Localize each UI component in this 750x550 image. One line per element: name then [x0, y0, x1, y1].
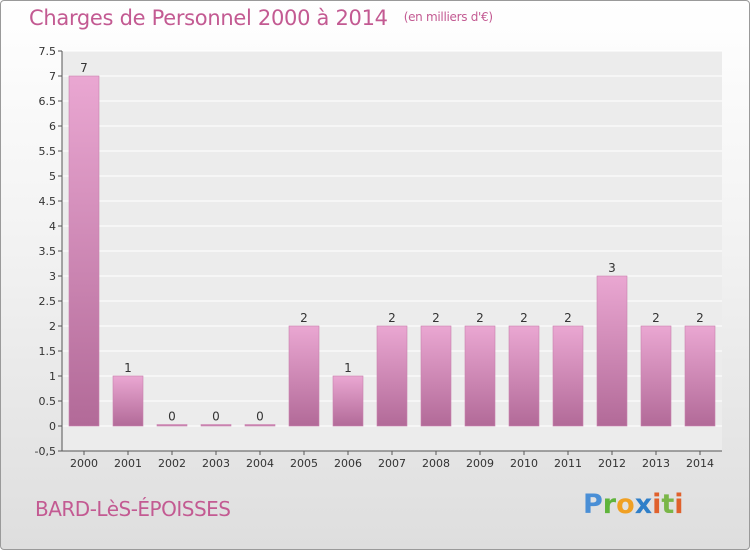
bar-value-label: 2: [564, 311, 572, 325]
bar: [640, 325, 672, 427]
x-tick-label: 2013: [642, 457, 670, 470]
x-tick-label: 2014: [686, 457, 714, 470]
bar: [376, 325, 408, 427]
x-tick-label: 2003: [202, 457, 230, 470]
x-tick-label: 2004: [246, 457, 274, 470]
bar: [684, 325, 716, 427]
x-tick-label: 2001: [114, 457, 142, 470]
bar-value-label: 2: [432, 311, 440, 325]
y-tick-label: -0,5: [35, 445, 56, 458]
x-tick-label: 2006: [334, 457, 362, 470]
bar-value-label: 2: [696, 311, 704, 325]
bar: [244, 424, 276, 427]
y-tick-label: 7.5: [39, 45, 57, 58]
bar-value-label: 2: [300, 311, 308, 325]
y-tick-label: 5.5: [39, 145, 57, 158]
bar-value-label: 3: [608, 261, 616, 275]
unit-text: (en milliers d'€): [403, 10, 493, 24]
y-tick-label: 6.5: [39, 95, 57, 108]
chart-title: Charges de Personnel 2000 à 2014 (en mill…: [29, 6, 493, 30]
bar: [464, 325, 496, 427]
bar-value-label: 2: [476, 311, 484, 325]
bar-value-label: 2: [388, 311, 396, 325]
y-tick-label: 1: [49, 370, 56, 383]
x-tick-label: 2009: [466, 457, 494, 470]
bar-value-label: 1: [344, 361, 352, 375]
x-tick-label: 2011: [554, 457, 582, 470]
y-tick-label: 4.5: [39, 195, 57, 208]
x-tick-label: 2007: [378, 457, 406, 470]
bar-value-label: 0: [168, 410, 176, 424]
y-tick-label: 4: [49, 220, 56, 233]
bar-value-label: 2: [520, 311, 528, 325]
bar: [552, 325, 584, 427]
bar: [332, 375, 364, 427]
x-tick-label: 2012: [598, 457, 626, 470]
x-tick-label: 2010: [510, 457, 538, 470]
bar: [596, 275, 628, 427]
y-tick-label: 0.5: [39, 395, 57, 408]
bar-value-label: 2: [652, 311, 660, 325]
y-tick-label: 2: [49, 320, 56, 333]
x-tick-label: 2002: [158, 457, 186, 470]
bar: [200, 424, 232, 427]
bar: [68, 75, 100, 427]
y-tick-label: 3.5: [39, 245, 57, 258]
x-tick-label: 2005: [290, 457, 318, 470]
bar-value-label: 0: [256, 410, 264, 424]
bar: [420, 325, 452, 427]
x-tick-label: 2008: [422, 457, 450, 470]
y-tick-label: 1.5: [39, 345, 57, 358]
proxiti-logo: Proxiti: [583, 489, 684, 520]
bar: [156, 424, 188, 427]
bar-value-label: 7: [80, 61, 88, 75]
commune-name: BARD-LèS-ÉPOISSES: [35, 497, 231, 521]
bar-value-label: 0: [212, 410, 220, 424]
bar-value-label: 1: [124, 361, 132, 375]
y-tick-label: 3: [49, 270, 56, 283]
y-tick-label: 7: [49, 70, 56, 83]
bar: [288, 325, 320, 427]
y-tick-label: 0: [49, 420, 56, 433]
bar: [112, 375, 144, 427]
x-tick-label: 2000: [70, 457, 98, 470]
y-tick-label: 2.5: [39, 295, 57, 308]
title-text: Charges de Personnel 2000 à 2014: [29, 6, 388, 30]
bar: [508, 325, 540, 427]
y-tick-label: 5: [49, 170, 56, 183]
y-tick-label: 6: [49, 120, 56, 133]
